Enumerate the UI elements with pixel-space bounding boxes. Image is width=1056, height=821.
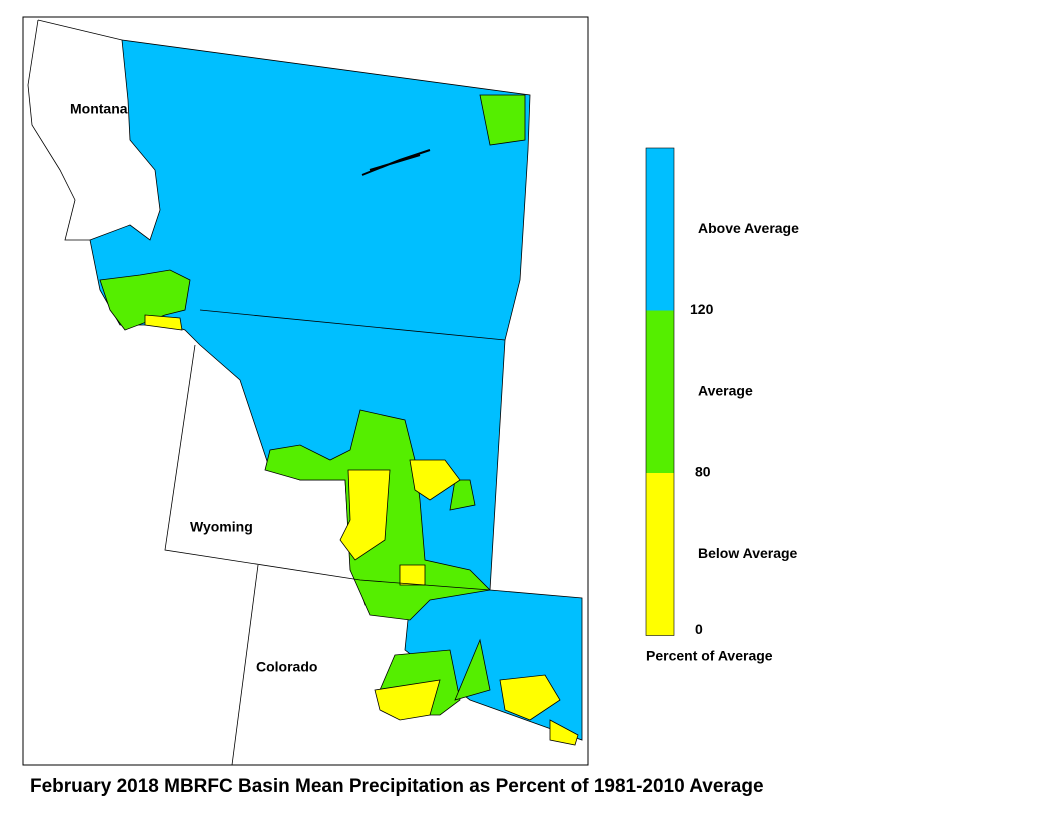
legend-label: Below Average bbox=[698, 545, 798, 561]
basin-region bbox=[479, 94, 526, 146]
basin-region bbox=[339, 469, 391, 561]
legend-swatch bbox=[646, 310, 674, 473]
legend-swatch bbox=[646, 473, 674, 636]
legend-title: Percent of Average bbox=[646, 648, 773, 664]
legend: Above Average Average Below Average 120 80 0 bbox=[645, 147, 799, 637]
basin-region bbox=[99, 269, 191, 331]
legend-label: Above Average bbox=[698, 220, 799, 236]
basin-region bbox=[549, 719, 579, 746]
basin-region bbox=[374, 679, 441, 721]
state-label: Montana bbox=[70, 101, 128, 117]
state-border bbox=[27, 19, 123, 241]
basin-region bbox=[144, 314, 183, 331]
state-label: Wyoming bbox=[190, 519, 253, 535]
legend-label: Average bbox=[698, 382, 753, 398]
basin-region bbox=[454, 638, 491, 701]
basin-region bbox=[409, 459, 461, 501]
legend-tick-label: 120 bbox=[690, 301, 714, 317]
legend-border bbox=[645, 147, 675, 636]
state-label: Colorado bbox=[256, 659, 317, 675]
basin-region bbox=[499, 674, 561, 721]
caption: February 2018 MBRFC Basin Mean Precipita… bbox=[30, 776, 764, 797]
basin-region bbox=[449, 479, 476, 511]
basemap bbox=[27, 19, 583, 766]
basin-region bbox=[399, 564, 426, 586]
legend-tick-label: 80 bbox=[695, 464, 711, 480]
legend-tick-label: 0 bbox=[695, 621, 703, 637]
legend-swatch bbox=[646, 148, 674, 311]
state-border bbox=[164, 309, 506, 766]
reservoir bbox=[361, 149, 431, 176]
